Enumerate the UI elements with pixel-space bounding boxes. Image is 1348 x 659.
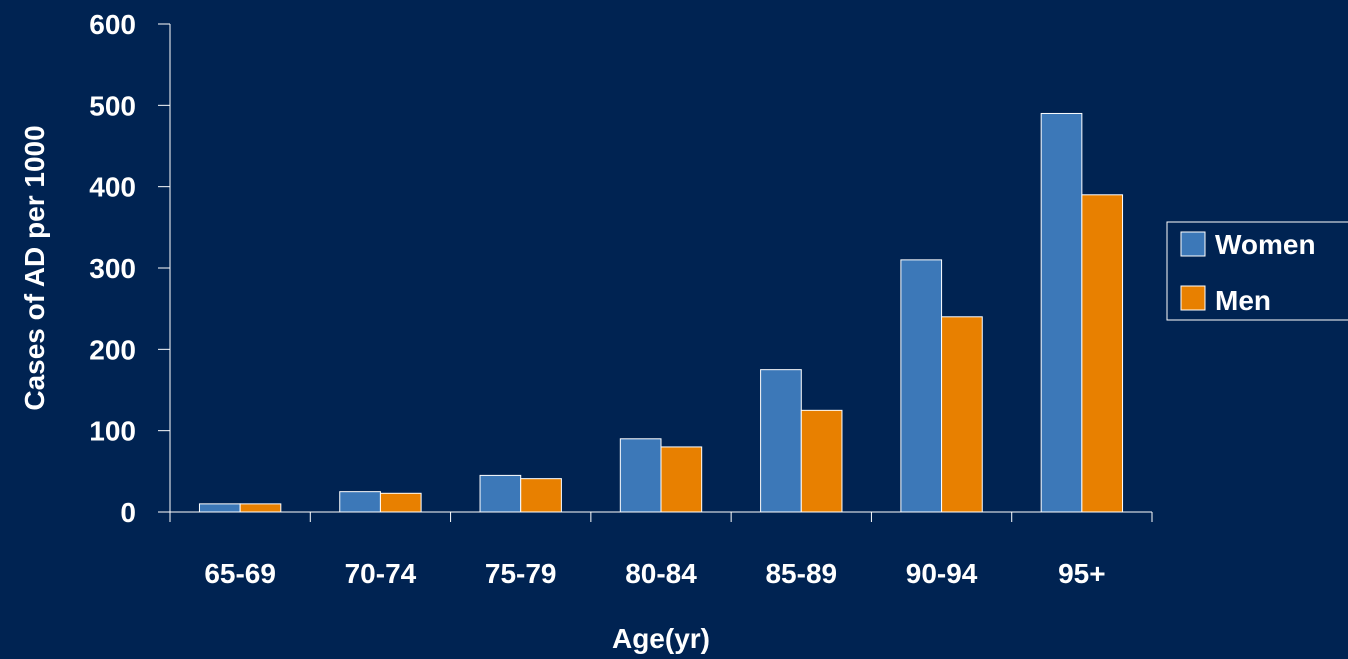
bar-women-65-69	[198, 503, 241, 513]
y-axis-label: Cases of AD per 1000	[19, 125, 50, 410]
bar-women-70-74	[339, 491, 381, 513]
bar-women-90-94	[900, 259, 943, 513]
bar-women-85-89	[760, 369, 802, 513]
bar-women-80-84	[619, 438, 662, 513]
legend-swatch-men	[1180, 285, 1206, 311]
x-axis-ticks: 65-69 70-74 75-79 80-84 85-89 90-94 95+	[169, 512, 1153, 589]
bars	[198, 112, 1124, 513]
legend-label-women: Women	[1215, 229, 1316, 260]
y-tick-label: 0	[120, 497, 136, 528]
x-tick-label: 80-84	[625, 558, 697, 589]
y-axis-ticks: 0 100 200 300 400 500 600	[89, 9, 170, 528]
bar-men-65-69	[239, 503, 282, 513]
y-tick-label: 100	[89, 416, 136, 447]
x-axis-label: Age(yr)	[612, 623, 710, 654]
bar-men-95+	[1081, 194, 1124, 513]
legend-frame	[1166, 221, 1348, 321]
axes	[169, 24, 1152, 513]
x-tick-label: 95+	[1058, 558, 1106, 589]
x-tick-label: 75-79	[485, 558, 557, 589]
x-tick-label: 90-94	[906, 558, 978, 589]
x-tick-label: 70-74	[345, 558, 417, 589]
legend-swatch-women	[1180, 231, 1206, 257]
bar-men-75-79	[520, 478, 562, 513]
bar-women-75-79	[479, 474, 522, 513]
y-tick-label: 500	[89, 90, 136, 121]
legend-label-men: Men	[1215, 285, 1271, 316]
bar-women-95+	[1040, 112, 1083, 513]
legend: Women Men	[1166, 221, 1348, 321]
bar-men-70-74	[379, 492, 422, 513]
y-tick-label: 600	[89, 9, 136, 40]
bar-men-85-89	[800, 409, 843, 513]
y-tick-label: 200	[89, 334, 136, 365]
y-tick-label: 400	[89, 172, 136, 203]
y-tick-label: 300	[89, 253, 136, 284]
x-tick-label: 65-69	[204, 558, 276, 589]
x-tick-label: 85-89	[765, 558, 837, 589]
bar-men-80-84	[660, 446, 703, 513]
bar-men-90-94	[941, 316, 983, 513]
